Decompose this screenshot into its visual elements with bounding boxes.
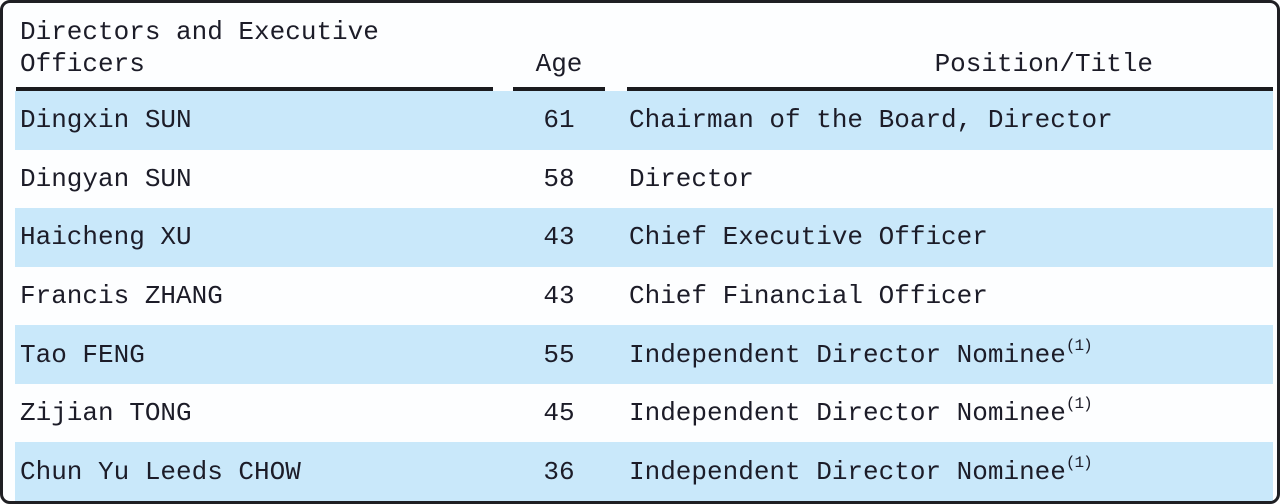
director-position: Chief Executive Officer <box>629 222 988 253</box>
table-row: Tao FENG 55 Independent Director Nominee… <box>15 325 1273 384</box>
director-age: 58 <box>543 163 575 194</box>
table-body: Dingxin SUN 61 Chairman of the Board, Di… <box>15 91 1273 501</box>
footnote-marker: (1) <box>1065 453 1093 472</box>
header-rule-directors <box>16 87 493 91</box>
director-age: 43 <box>543 281 575 312</box>
column-header-directors: Directors and Executive Officers <box>15 16 513 80</box>
director-age: 61 <box>543 105 575 136</box>
column-header-position: Position/Title <box>934 49 1153 79</box>
director-name: Dingyan SUN <box>20 163 192 194</box>
director-name: Haicheng XU <box>20 222 192 253</box>
table-row: Haicheng XU 43 Chief Executive Officer <box>15 208 1273 267</box>
director-position: Independent Director Nominee(1) <box>629 453 1093 487</box>
table-row: Dingxin SUN 61 Chairman of the Board, Di… <box>15 91 1273 150</box>
director-name: Dingxin SUN <box>20 105 192 136</box>
column-header-directors-line1: Directors and Executive <box>20 17 379 47</box>
director-age: 43 <box>543 222 575 253</box>
column-header-age: Age <box>535 49 583 79</box>
table-header: Directors and Executive Officers Age Pos… <box>15 3 1273 91</box>
director-position: Chief Financial Officer <box>629 281 988 312</box>
director-age: 36 <box>543 456 575 487</box>
director-position: Independent Director Nominee(1) <box>629 336 1093 370</box>
footnote-marker: (1) <box>1065 336 1093 355</box>
header-rule-age <box>513 87 605 91</box>
director-name: Tao FENG <box>20 339 145 370</box>
director-position: Director <box>629 163 754 194</box>
director-position: Independent Director Nominee(1) <box>629 395 1093 429</box>
table-row: Chun Yu Leeds CHOW 36 Independent Direct… <box>15 442 1273 501</box>
header-rule-position <box>627 87 1273 91</box>
table-container: Directors and Executive Officers Age Pos… <box>3 3 1277 501</box>
director-position: Chairman of the Board, Director <box>629 105 1113 136</box>
director-age: 55 <box>543 339 575 370</box>
footnote-marker: (1) <box>1065 395 1093 414</box>
column-header-directors-line2: Officers <box>20 49 145 79</box>
table-row: Dingyan SUN 58 Director <box>15 150 1273 209</box>
director-age: 45 <box>543 398 575 429</box>
header-rule <box>15 87 1273 91</box>
director-name: Zijian TONG <box>20 398 192 429</box>
table-row: Zijian TONG 45 Independent Director Nomi… <box>15 384 1273 443</box>
director-name: Chun Yu Leeds CHOW <box>20 456 301 487</box>
table-row: Francis ZHANG 43 Chief Financial Officer <box>15 267 1273 326</box>
director-name: Francis ZHANG <box>20 281 223 312</box>
